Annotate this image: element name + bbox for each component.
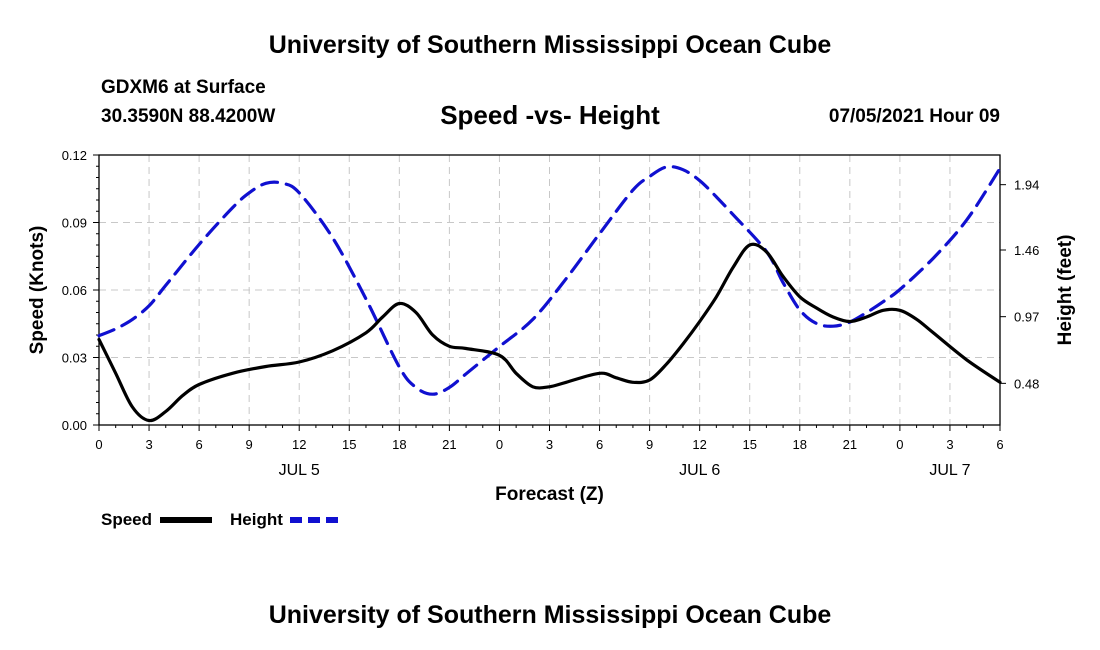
legend-speed-label: Speed bbox=[101, 510, 152, 529]
x-tick-label: 12 bbox=[692, 437, 706, 452]
x-tick-label: 15 bbox=[742, 437, 756, 452]
x-tick-label: 0 bbox=[95, 437, 102, 452]
x-tick-label: 18 bbox=[392, 437, 406, 452]
y-axis-title-left: Speed (Knots) bbox=[27, 226, 48, 355]
x-tick-label: 6 bbox=[195, 437, 202, 452]
y-tick-label-right: 0.97 bbox=[1014, 310, 1039, 325]
axis-ticks: 0 3 6 9 12 15 18 21 0 3 6 9 12 15 18 21 0 3 6 JUL 5 JUL 6 JUL… bbox=[62, 148, 1040, 479]
x-tick-label: 3 bbox=[546, 437, 553, 452]
y-tick-label-right: 0.48 bbox=[1014, 376, 1039, 391]
y-tick-label-left: 0.09 bbox=[62, 216, 87, 231]
legend-height-label: Height bbox=[230, 510, 283, 529]
x-tick-label: 6 bbox=[596, 437, 603, 452]
station-label: GDXM6 at Surface bbox=[101, 77, 266, 98]
x-tick-label: 3 bbox=[946, 437, 953, 452]
x-tick-label: 0 bbox=[496, 437, 503, 452]
x-tick-label: 21 bbox=[442, 437, 456, 452]
series-lines bbox=[97, 164, 1002, 423]
x-tick-label: 3 bbox=[145, 437, 152, 452]
x-tick-label: 6 bbox=[996, 437, 1003, 452]
chart-title: Speed -vs- Height bbox=[440, 100, 660, 130]
x-tick-label: 21 bbox=[843, 437, 857, 452]
x-tick-label: 18 bbox=[793, 437, 807, 452]
x-day-label: JUL 5 bbox=[279, 462, 320, 479]
height-series-line bbox=[97, 164, 1002, 396]
x-axis-title: Forecast (Z) bbox=[495, 484, 604, 505]
legend: Speed Height bbox=[101, 510, 343, 529]
x-tick-label: 9 bbox=[246, 437, 253, 452]
y-tick-label-left: 0.03 bbox=[62, 351, 87, 366]
x-day-label: JUL 7 bbox=[929, 462, 970, 479]
x-tick-label: 15 bbox=[342, 437, 356, 452]
grid bbox=[99, 155, 1000, 425]
y-tick-label-left: 0.06 bbox=[62, 283, 87, 298]
x-tick-label: 12 bbox=[292, 437, 306, 452]
coordinates-label: 30.3590N 88.4200W bbox=[101, 106, 276, 127]
y-tick-label-right: 1.46 bbox=[1014, 243, 1039, 258]
page-title-bottom: University of Southern Mississippi Ocean… bbox=[268, 601, 832, 629]
x-day-label: JUL 6 bbox=[679, 462, 720, 479]
y-tick-label-left: 0.12 bbox=[62, 148, 87, 163]
forecast-datetime: 07/05/2021 Hour 09 bbox=[828, 106, 1000, 127]
y-tick-label-left: 0.00 bbox=[62, 418, 87, 433]
speed-series-line bbox=[97, 242, 1002, 423]
y-tick-label-right: 1.94 bbox=[1014, 178, 1039, 193]
x-tick-label: 0 bbox=[896, 437, 903, 452]
x-tick-label: 9 bbox=[646, 437, 653, 452]
y-axis-title-right: Height (feet) bbox=[1055, 235, 1076, 346]
page-title-top: University of Southern Mississippi Ocean… bbox=[268, 31, 832, 59]
